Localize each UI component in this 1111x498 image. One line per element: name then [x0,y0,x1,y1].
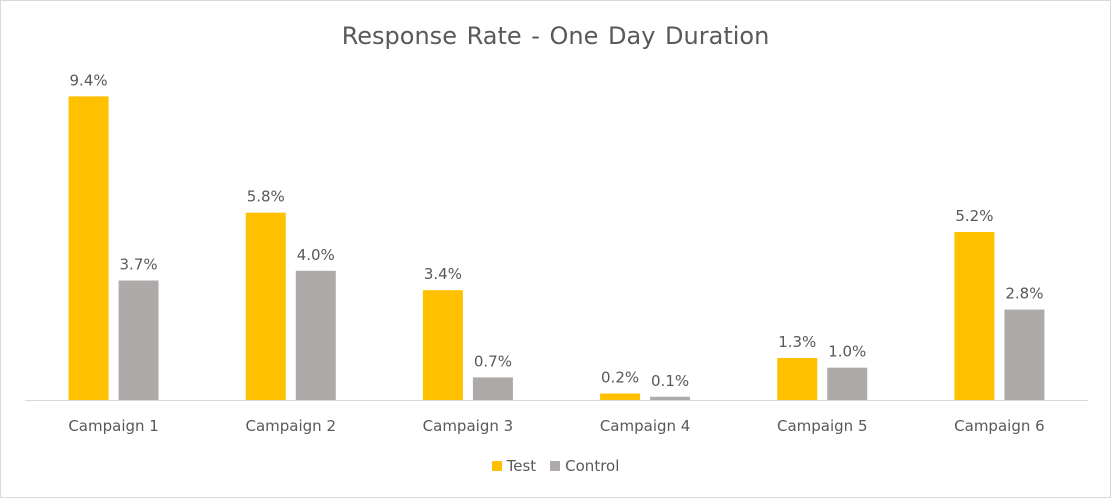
bar-test-1 [68,96,109,400]
bar-test-6 [954,232,995,400]
legend-swatch-test [491,461,502,471]
bar-control-5 [827,367,868,400]
data-label-control-6: 2.8% [1005,285,1043,303]
data-label-test-5: 1.3% [778,333,816,351]
bar-test-4 [600,393,641,400]
x-tick-label-5: Campaign 5 [777,417,868,435]
legend-swatch-control [550,461,561,471]
legend-item-control: Control [550,457,619,475]
chart-legend: Test Control [1,457,1110,475]
bar-test-2 [245,212,286,400]
data-label-test-2: 5.8% [247,188,285,206]
data-label-control-2: 4.0% [297,246,335,264]
chart-title: Response Rate - One Day Duration [341,22,770,50]
legend-label-test: Test [506,457,537,475]
data-label-control-5: 1.0% [828,343,866,361]
bar-test-5 [777,358,818,400]
bar-control-4 [650,396,691,400]
data-label-test-3: 3.4% [424,265,462,283]
data-label-control-1: 3.7% [120,255,158,273]
bar-control-1 [118,280,159,400]
x-tick-label-3: Campaign 3 [423,417,514,435]
data-label-control-4: 0.1% [651,372,689,390]
x-tick-label-4: Campaign 4 [600,417,691,435]
bar-control-3 [472,377,513,400]
bar-control-2 [295,270,336,400]
data-label-control-3: 0.7% [474,352,512,370]
data-label-test-6: 5.2% [955,207,993,225]
x-tick-label-6: Campaign 6 [954,417,1045,435]
legend-item-test: Test [491,457,537,475]
bar-control-6 [1004,309,1045,400]
bar-test-3 [422,290,463,400]
data-label-test-1: 9.4% [70,71,108,89]
x-tick-label-1: Campaign 1 [68,417,159,435]
legend-label-control: Control [565,457,620,475]
x-tick-label-2: Campaign 2 [246,417,337,435]
data-label-test-4: 0.2% [601,369,639,387]
